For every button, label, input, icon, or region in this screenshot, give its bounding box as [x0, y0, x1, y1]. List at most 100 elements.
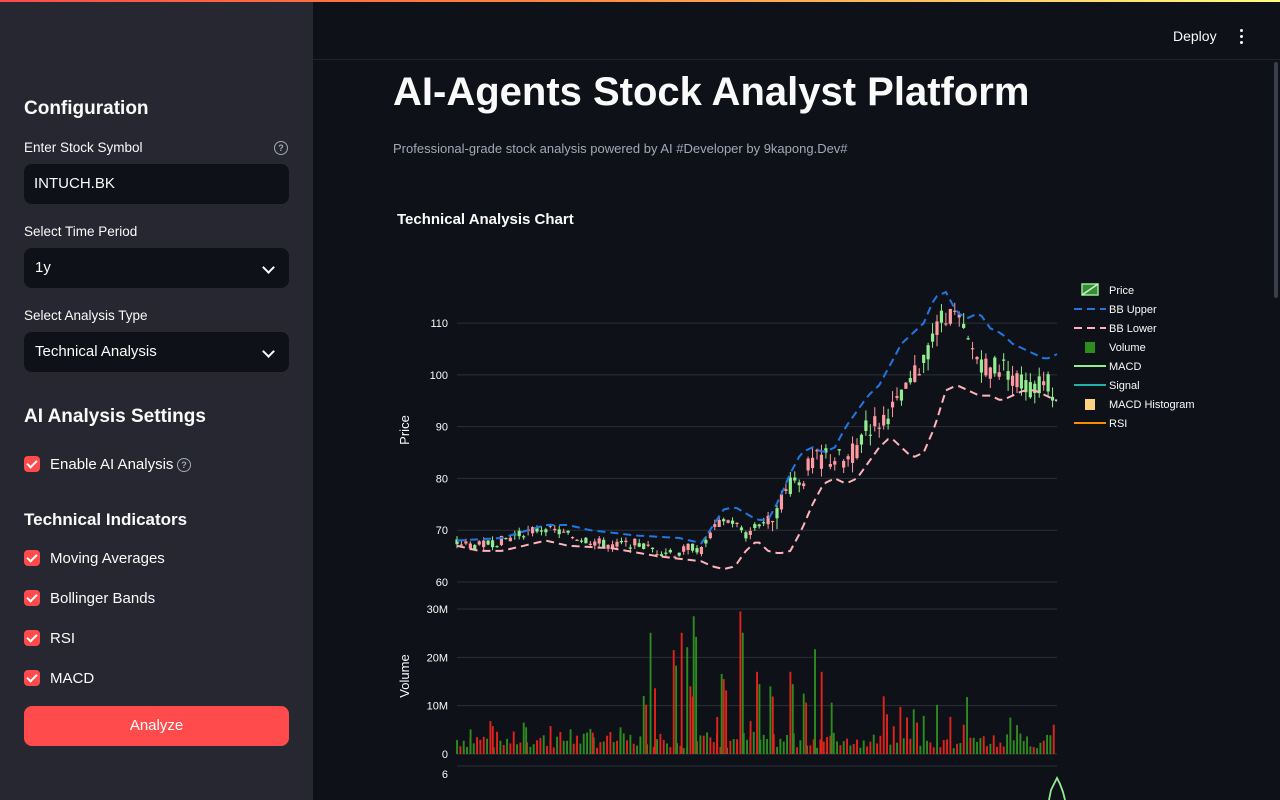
volume-bar	[789, 671, 792, 754]
volume-bar	[826, 737, 828, 754]
volume-bar	[809, 745, 812, 754]
volume-bar	[649, 632, 652, 754]
candle-body	[486, 540, 490, 545]
candle-body	[668, 550, 672, 553]
legend-item[interactable]: Signal	[1074, 380, 1140, 392]
candle-body	[770, 520, 775, 523]
checkbox-checked-icon[interactable]	[24, 630, 40, 646]
volume-bar	[892, 726, 895, 754]
candle-body	[619, 540, 624, 543]
candle-body	[584, 537, 588, 544]
candle-body	[699, 547, 704, 555]
volume-bar	[576, 735, 578, 754]
help-icon[interactable]: ?	[177, 458, 191, 472]
volume-bar	[699, 735, 702, 754]
candle-body	[535, 526, 539, 532]
rsi-checkbox[interactable]: RSI	[24, 628, 75, 648]
legend-item[interactable]: MACD	[1074, 361, 1141, 373]
time-period-select[interactable]: 1y	[24, 248, 289, 288]
technical-analysis-chart[interactable]: 60 70 80 90 100 110 0 10M 20M 30M Price Volume 6…	[380, 270, 1260, 800]
volume-bar	[906, 717, 908, 754]
volume-bar	[462, 740, 465, 754]
candle-body	[993, 357, 997, 374]
legend-label: BB Lower	[1109, 323, 1157, 335]
volume-bar	[516, 744, 518, 754]
deploy-button[interactable]: Deploy	[1173, 28, 1217, 44]
volume-bar	[866, 746, 868, 754]
volume-bar	[619, 727, 622, 754]
chart-legend[interactable]: Price BB Upper BB Lower Volume MACD Signal MAC…	[1074, 283, 1195, 430]
candle-body	[837, 449, 841, 451]
candle-body	[895, 396, 899, 398]
volume-bar	[562, 740, 565, 754]
volume-bar	[482, 736, 485, 754]
candle-body	[579, 540, 584, 542]
legend-label: Volume	[1109, 342, 1146, 354]
volume-bar	[589, 728, 592, 754]
legend-item[interactable]: RSI	[1074, 418, 1127, 430]
volume-bar	[639, 736, 642, 754]
volume-bar	[786, 734, 788, 754]
candle-body	[570, 536, 575, 539]
volume-bar	[566, 740, 568, 754]
candle-body	[1024, 380, 1028, 393]
candle-body	[762, 522, 766, 524]
legend-item[interactable]: BB Lower	[1074, 323, 1157, 335]
volume-bar	[459, 746, 462, 754]
bollinger-bands-checkbox[interactable]: Bollinger Bands	[24, 588, 155, 608]
scrollbar[interactable]	[1274, 62, 1278, 298]
volume-tick-label: 30M	[427, 604, 448, 616]
volume-bar	[856, 739, 858, 754]
candle-body	[575, 539, 579, 541]
candle-body	[850, 443, 855, 463]
volume-bar	[489, 721, 492, 754]
checkbox-checked-icon[interactable]	[24, 550, 40, 566]
candle-body	[948, 308, 952, 324]
volume-bar	[1016, 725, 1018, 754]
analyze-button[interactable]: Analyze	[24, 706, 289, 746]
page-subtitle: Professional-grade stock analysis powere…	[393, 141, 848, 156]
moving-averages-label: Moving Averages	[50, 549, 165, 567]
volume-bar	[1026, 736, 1028, 754]
volume-bar	[762, 734, 765, 754]
volume-bar	[672, 650, 675, 754]
volume-bar	[691, 696, 694, 754]
candle-body	[842, 460, 846, 468]
candle-body	[686, 543, 690, 550]
candle-body	[975, 357, 979, 360]
candle-body	[682, 546, 686, 552]
checkbox-checked-icon[interactable]	[24, 590, 40, 606]
candle-body	[779, 494, 784, 510]
checkbox-checked-icon[interactable]	[24, 456, 40, 472]
volume-bar	[549, 726, 552, 754]
analysis-type-select[interactable]: Technical Analysis	[24, 332, 289, 372]
volume-bar	[852, 743, 855, 754]
legend-item[interactable]: BB Upper	[1074, 304, 1157, 316]
volume-bar	[805, 702, 808, 754]
volume-bar	[499, 740, 502, 754]
kebab-menu-icon[interactable]	[1240, 29, 1244, 45]
candle-body	[539, 530, 544, 532]
candle-body	[824, 448, 828, 453]
volume-bar	[936, 704, 938, 754]
symbol-input[interactable]: INTUCH.BK	[24, 164, 289, 204]
checkbox-checked-icon[interactable]	[24, 670, 40, 686]
volume-bar	[506, 738, 508, 754]
macd-checkbox[interactable]: MACD	[24, 668, 94, 688]
volume-bar	[796, 747, 798, 754]
candle-body	[499, 535, 504, 546]
time-period-label: Select Time Period	[24, 224, 138, 239]
moving-averages-checkbox[interactable]: Moving Averages	[24, 548, 165, 568]
volume-bar	[656, 739, 658, 754]
chart-grid	[457, 322, 1057, 767]
legend-item[interactable]: MACD Histogram	[1085, 399, 1195, 411]
legend-item[interactable]: Volume	[1085, 342, 1146, 354]
legend-item[interactable]: Price	[1081, 283, 1134, 297]
volume-bar	[972, 737, 975, 754]
help-icon[interactable]: ?	[274, 141, 288, 155]
volume-bar	[820, 671, 823, 754]
enable-ai-checkbox[interactable]: Enable AI Analysis	[24, 454, 173, 474]
volume-bar	[591, 732, 594, 754]
candle-body	[633, 538, 637, 546]
candle-body	[650, 547, 655, 550]
